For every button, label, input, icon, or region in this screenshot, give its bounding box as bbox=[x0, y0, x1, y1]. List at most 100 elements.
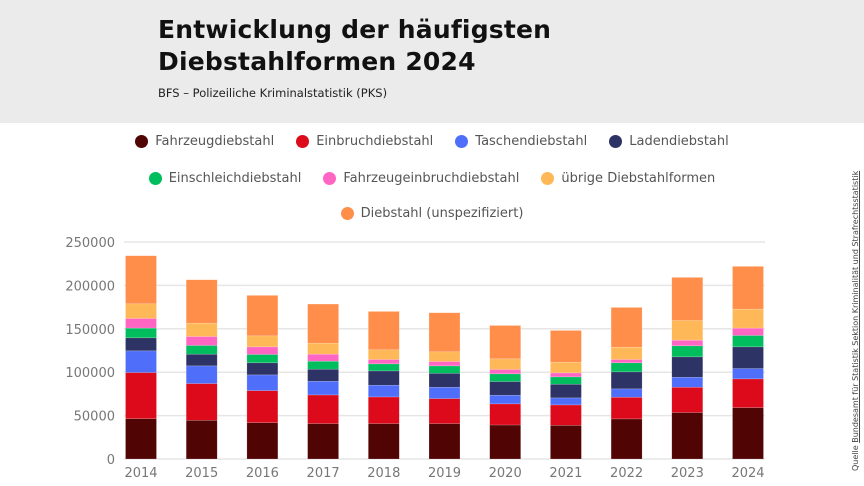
legend-item[interactable]: Einbruchdiebstahl bbox=[296, 134, 433, 149]
bar-segment-2014-2[interactable] bbox=[125, 350, 157, 373]
bar-segment-2015-7[interactable] bbox=[185, 279, 218, 324]
bar-segment-2016-5[interactable] bbox=[246, 346, 279, 355]
bar-segment-2023-5[interactable] bbox=[671, 339, 704, 347]
bar-segment-2016-0[interactable] bbox=[246, 422, 279, 460]
bar-segment-2021-4[interactable] bbox=[550, 376, 582, 385]
bar-segment-2024-3[interactable] bbox=[732, 346, 764, 369]
bar-segment-2016-2[interactable] bbox=[246, 374, 279, 391]
legend-label: Einbruchdiebstahl bbox=[316, 134, 434, 149]
bar-segment-2024-6[interactable] bbox=[732, 308, 764, 329]
bar-segment-2020-7[interactable] bbox=[489, 325, 521, 360]
bar-segment-2017-1[interactable] bbox=[307, 394, 339, 424]
bar-segment-2023-0[interactable] bbox=[671, 412, 704, 460]
bar-segment-2020-5[interactable] bbox=[489, 369, 521, 375]
bar-segment-2017-3[interactable] bbox=[307, 368, 339, 382]
bar-segment-2023-2[interactable] bbox=[671, 376, 704, 388]
bar-segment-2018-1[interactable] bbox=[368, 396, 400, 424]
bar-segment-2017-2[interactable] bbox=[307, 380, 339, 396]
bar-segment-2023-3[interactable] bbox=[671, 356, 704, 378]
bar-segment-2016-7[interactable] bbox=[246, 295, 279, 337]
bar-segment-2021-0[interactable] bbox=[550, 425, 582, 460]
bar-segment-2014-6[interactable] bbox=[125, 303, 157, 319]
bar-segment-2023-1[interactable] bbox=[671, 386, 704, 413]
bar-segment-2024-5[interactable] bbox=[732, 327, 764, 336]
bar-segment-2019-6[interactable] bbox=[428, 351, 461, 362]
legend-label: Taschendiebstahl bbox=[475, 134, 588, 149]
legend-item[interactable]: Fahrzeugeinbruchdiebstahl bbox=[323, 171, 519, 186]
bar-segment-2017-7[interactable] bbox=[307, 303, 339, 344]
bar-segment-2015-4[interactable] bbox=[185, 345, 218, 355]
bar-segment-2022-6[interactable] bbox=[610, 346, 643, 360]
bar-segment-2016-1[interactable] bbox=[246, 390, 279, 423]
bar-segment-2019-1[interactable] bbox=[428, 398, 461, 424]
legend-item[interactable]: Diebstahl (unspezifiziert) bbox=[340, 206, 523, 221]
bar-segment-2023-7[interactable] bbox=[671, 277, 704, 321]
bar-segment-2019-5[interactable] bbox=[428, 361, 461, 367]
bar-segment-2022-1[interactable] bbox=[610, 396, 643, 420]
bar-segment-2021-3[interactable] bbox=[550, 383, 582, 399]
bar-segment-2017-0[interactable] bbox=[307, 423, 339, 460]
bar-segment-2024-4[interactable] bbox=[732, 335, 764, 348]
bar-segment-2021-7[interactable] bbox=[550, 330, 582, 363]
bar-segment-2014-5[interactable] bbox=[125, 318, 157, 329]
bar-segment-2022-7[interactable] bbox=[610, 307, 643, 348]
bar-segment-2023-4[interactable] bbox=[671, 345, 704, 358]
bar-segment-2018-5[interactable] bbox=[368, 359, 400, 365]
legend-item[interactable]: Fahrzeugdiebstahl bbox=[135, 134, 274, 149]
bar-segment-2017-6[interactable] bbox=[307, 342, 339, 355]
bar-segment-2015-6[interactable] bbox=[185, 322, 218, 337]
bar-segment-2018-3[interactable] bbox=[368, 370, 400, 386]
bar-segment-2019-3[interactable] bbox=[428, 372, 461, 388]
bar-segment-2018-6[interactable] bbox=[368, 349, 400, 360]
bar-segment-2018-0[interactable] bbox=[368, 423, 400, 460]
bar-segment-2021-5[interactable] bbox=[550, 372, 582, 378]
bar-segment-2018-2[interactable] bbox=[368, 384, 400, 398]
bar-segment-2015-3[interactable] bbox=[185, 353, 218, 367]
bar-segment-2015-1[interactable] bbox=[185, 383, 218, 421]
bar-segment-2020-2[interactable] bbox=[489, 394, 521, 405]
legend-item[interactable]: Einschleichdiebstahl bbox=[148, 171, 301, 186]
bar-segment-2014-7[interactable] bbox=[125, 255, 157, 305]
bar-segment-2016-4[interactable] bbox=[246, 354, 279, 364]
bar-segment-2020-6[interactable] bbox=[489, 358, 521, 370]
bar-segment-2017-4[interactable] bbox=[307, 360, 339, 370]
bar-segment-2022-4[interactable] bbox=[610, 362, 643, 373]
bar-segment-2019-2[interactable] bbox=[428, 386, 461, 399]
source-link[interactable]: Bundesamt für Statistik Sektion Kriminal… bbox=[851, 170, 860, 443]
bar-segment-2022-0[interactable] bbox=[610, 418, 643, 460]
bar-segment-2024-0[interactable] bbox=[732, 407, 764, 460]
bar-segment-2014-4[interactable] bbox=[125, 327, 157, 339]
bar-segment-2015-5[interactable] bbox=[185, 336, 218, 346]
bar-segment-2019-7[interactable] bbox=[428, 312, 461, 353]
bar-segment-2018-7[interactable] bbox=[368, 311, 400, 351]
bar-segment-2015-0[interactable] bbox=[185, 420, 218, 460]
bar-segment-2015-2[interactable] bbox=[185, 365, 218, 384]
bar-segment-2022-2[interactable] bbox=[610, 388, 643, 398]
bar-segment-2022-5[interactable] bbox=[610, 359, 643, 364]
bar-segment-2021-2[interactable] bbox=[550, 397, 582, 406]
bar-segment-2016-3[interactable] bbox=[246, 362, 279, 376]
bar-segment-2019-4[interactable] bbox=[428, 365, 461, 374]
bar-segment-2016-6[interactable] bbox=[246, 335, 279, 348]
bar-segment-2020-3[interactable] bbox=[489, 381, 521, 396]
y-tick-label: 150000 bbox=[65, 323, 115, 338]
bar-segment-2014-1[interactable] bbox=[125, 372, 157, 419]
legend-item[interactable]: Taschendiebstahl bbox=[455, 134, 587, 149]
bar-segment-2024-2[interactable] bbox=[732, 368, 764, 380]
bar-segment-2019-0[interactable] bbox=[428, 423, 461, 460]
bar-segment-2021-1[interactable] bbox=[550, 404, 582, 426]
bar-segment-2020-0[interactable] bbox=[489, 424, 521, 460]
bar-segment-2021-6[interactable] bbox=[550, 361, 582, 374]
legend-item[interactable]: Ladendiebstahl bbox=[609, 134, 729, 149]
bar-segment-2014-3[interactable] bbox=[125, 337, 157, 352]
bar-segment-2020-1[interactable] bbox=[489, 403, 521, 426]
legend-item[interactable]: übrige Diebstahlformen bbox=[541, 171, 715, 186]
bar-segment-2018-4[interactable] bbox=[368, 363, 400, 372]
bar-segment-2017-5[interactable] bbox=[307, 353, 339, 362]
bar-segment-2014-0[interactable] bbox=[125, 418, 157, 460]
bar-segment-2023-6[interactable] bbox=[671, 320, 704, 341]
bar-segment-2022-3[interactable] bbox=[610, 371, 643, 390]
bar-segment-2024-1[interactable] bbox=[732, 378, 764, 408]
bar-segment-2020-4[interactable] bbox=[489, 373, 521, 382]
bar-segment-2024-7[interactable] bbox=[732, 266, 764, 310]
